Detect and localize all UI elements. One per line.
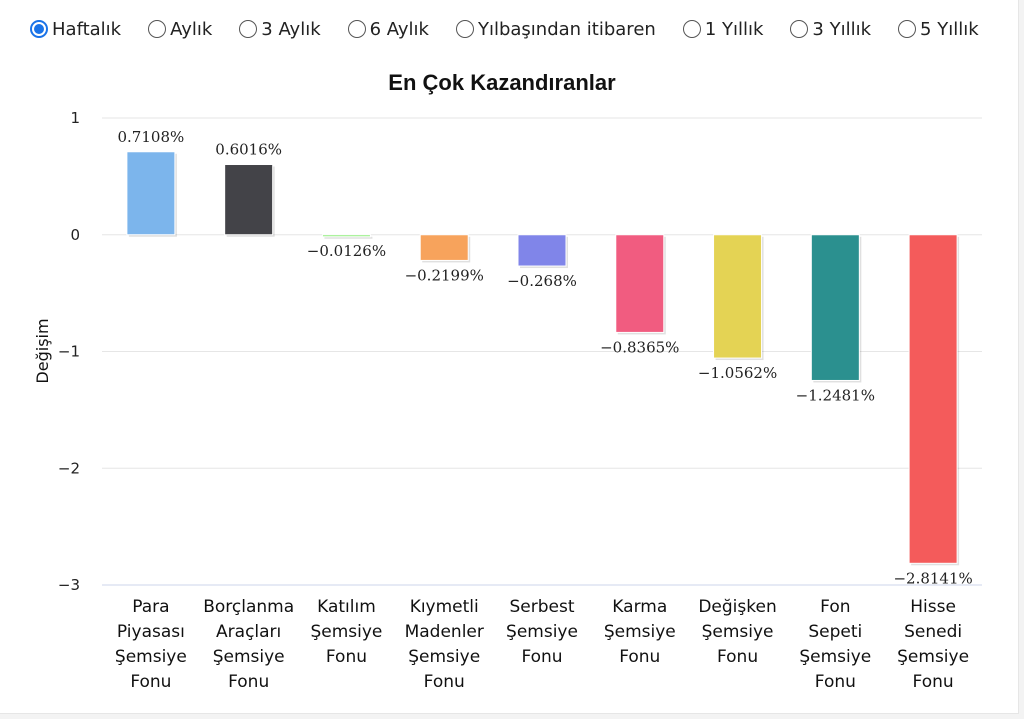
period-option-8[interactable]: 5 Yıllık xyxy=(898,19,979,40)
period-radio[interactable] xyxy=(790,20,809,38)
category-label: Karma Şemsiye Fonu xyxy=(604,597,676,667)
category-label-line: Serbest xyxy=(509,597,574,617)
data-label: −2.8141% xyxy=(893,569,972,587)
data-label: −0.8365% xyxy=(600,338,679,356)
y-axis-ticks: 1 0 −1 −2 −3 xyxy=(58,109,80,594)
category-label-line: Fonu xyxy=(326,647,367,667)
category-label-line: Katılım xyxy=(317,597,376,617)
bar[interactable] xyxy=(713,234,763,359)
category-label-line: Araçları xyxy=(216,622,281,642)
category-label: Hisse Senedi Şemsiye Fonu xyxy=(897,597,969,692)
category-label-line: Şemsiye xyxy=(213,647,285,667)
category-label-line: Fonu xyxy=(424,672,465,692)
category-label-line: Fonu xyxy=(815,672,856,692)
bar[interactable] xyxy=(419,234,469,261)
period-option-label: 1 Yıllık xyxy=(704,18,764,40)
period-radio[interactable] xyxy=(898,20,917,38)
period-option-5[interactable]: Yılbaşından itibaren xyxy=(455,18,656,40)
category-label-line: Sepeti xyxy=(808,622,862,642)
bar[interactable] xyxy=(517,234,567,267)
data-label: −0.2199% xyxy=(405,266,484,284)
data-label: −0.0126% xyxy=(307,242,386,260)
bar[interactable] xyxy=(321,234,371,238)
y-tick-label: −1 xyxy=(58,343,80,361)
category-label-line: Şemsiye xyxy=(604,622,676,642)
category-label-line: Şemsiye xyxy=(310,622,382,642)
category-label-line: Karma xyxy=(612,597,667,617)
period-option-3[interactable]: 3 Aylık xyxy=(239,18,321,40)
data-label: −1.0562% xyxy=(698,364,777,382)
category-label: Değişken Şemsiye Fonu xyxy=(698,597,776,667)
period-option-label: Yılbaşından itibaren xyxy=(477,18,656,40)
period-option-label: 3 Aylık xyxy=(261,18,321,40)
period-option-label: Aylık xyxy=(170,18,213,40)
period-option-label: 5 Yıllık xyxy=(920,18,979,40)
category-label-line: Şemsiye xyxy=(897,647,969,667)
data-label: 0.7108% xyxy=(118,128,185,146)
category-label-line: Şemsiye xyxy=(702,622,774,642)
data-label: −0.268% xyxy=(507,272,577,290)
category-label-line: Senedi xyxy=(904,622,962,642)
bar-shadow xyxy=(324,236,373,239)
category-label-line: Değişken xyxy=(698,597,776,617)
period-radio[interactable] xyxy=(682,20,701,38)
bar[interactable] xyxy=(810,234,860,381)
bar[interactable] xyxy=(615,234,665,333)
x-axis-categories: Para Piyasası Şemsiye Fonu Borçlanma Araçları… xyxy=(115,597,969,692)
period-radio[interactable] xyxy=(30,20,48,38)
period-option-4[interactable]: 6 Aylık xyxy=(347,18,429,40)
category-label: Kıymetli Madenler Şemsiye Fonu xyxy=(405,597,484,692)
period-option-6[interactable]: 1 Yıllık xyxy=(682,18,764,40)
category-label: Fon Sepeti Şemsiye Fonu xyxy=(799,597,871,692)
y-axis-label: Değişim xyxy=(33,318,52,383)
category-label-line: Fonu xyxy=(130,672,171,692)
category-label-line: Fonu xyxy=(228,672,269,692)
category-label-line: Fon xyxy=(820,597,850,617)
category-label-line: Borçlanma xyxy=(203,597,294,617)
period-radio[interactable] xyxy=(347,20,366,38)
category-label-line: Fonu xyxy=(913,672,954,692)
period-option-1[interactable]: Haftalık xyxy=(30,19,121,40)
category-label: Katılım Şemsiye Fonu xyxy=(310,597,382,667)
category-label-line: Madenler xyxy=(405,622,484,642)
category-label-line: Şemsiye xyxy=(408,647,480,667)
category-label-line: Piyasası xyxy=(117,622,185,642)
y-tick-label: 1 xyxy=(70,109,80,127)
data-label: −1.2481% xyxy=(796,386,875,404)
category-label: Borçlanma Araçları Şemsiye Fonu xyxy=(203,597,294,692)
y-tick-label: 0 xyxy=(70,226,80,244)
category-label: Serbest Şemsiye Fonu xyxy=(506,597,578,667)
y-tick-label: −3 xyxy=(58,576,80,594)
category-label-line: Fonu xyxy=(521,647,562,667)
category-label-line: Fonu xyxy=(619,647,660,667)
period-option-label: 6 Aylık xyxy=(369,18,429,40)
data-labels: 0.7108% 0.6016% −0.0126% −0.2199% −0.268% −0.… xyxy=(118,128,973,588)
category-label-line: Hisse xyxy=(910,597,956,617)
category-label-line: Şemsiye xyxy=(799,647,871,667)
period-selector: Haftalık Aylık 3 Aylık 6 Aylık Yılbaşından i… xyxy=(30,14,979,44)
bar[interactable] xyxy=(908,234,958,564)
data-label: 0.6016% xyxy=(215,141,282,159)
period-option-2[interactable]: Aylık xyxy=(148,19,212,40)
period-option-label: Haftalık xyxy=(52,18,122,40)
category-label-line: Fonu xyxy=(717,647,758,667)
bars xyxy=(126,151,960,566)
period-radio[interactable] xyxy=(455,20,474,38)
category-label-line: Kıymetli xyxy=(410,597,479,617)
period-radio[interactable] xyxy=(148,20,167,38)
chart-title: En Çok Kazandıranlar xyxy=(388,70,616,95)
y-tick-label: −2 xyxy=(58,459,80,477)
category-label-line: Şemsiye xyxy=(115,647,187,667)
bar[interactable] xyxy=(126,151,176,236)
period-option-label: 3 Yıllık xyxy=(812,18,872,40)
category-label: Para Piyasası Şemsiye Fonu xyxy=(115,597,187,692)
category-label-line: Para xyxy=(132,597,169,617)
category-label-line: Şemsiye xyxy=(506,622,578,642)
period-option-7[interactable]: 3 Yıllık xyxy=(790,19,871,40)
period-radio[interactable] xyxy=(239,20,258,38)
bar[interactable] xyxy=(224,164,274,236)
